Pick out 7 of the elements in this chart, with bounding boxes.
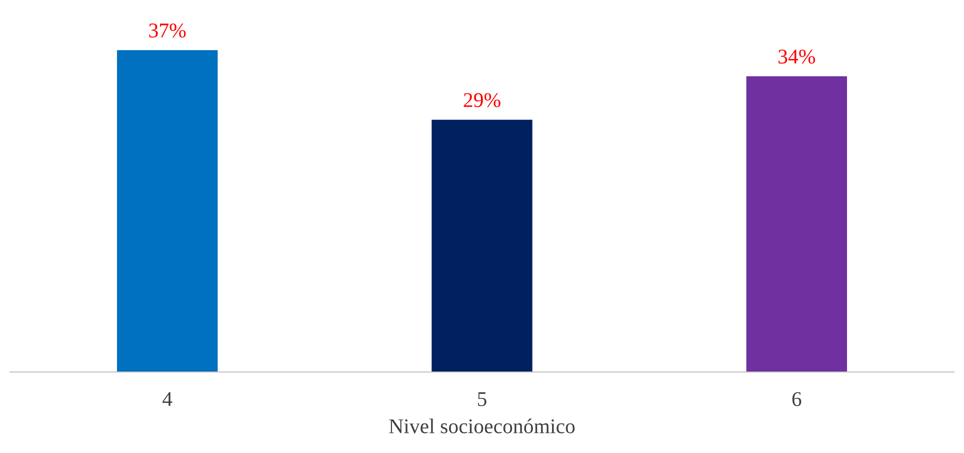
x-tick-label: 6 bbox=[792, 392, 802, 406]
x-tick-label: 4 bbox=[162, 392, 172, 406]
x-tick-label: 5 bbox=[478, 392, 486, 406]
x-axis-title: Nivel socioeconómico bbox=[389, 418, 575, 434]
data-label: 29% bbox=[464, 93, 500, 108]
data-label: 37% bbox=[149, 23, 186, 38]
data-label: 34% bbox=[778, 50, 816, 64]
